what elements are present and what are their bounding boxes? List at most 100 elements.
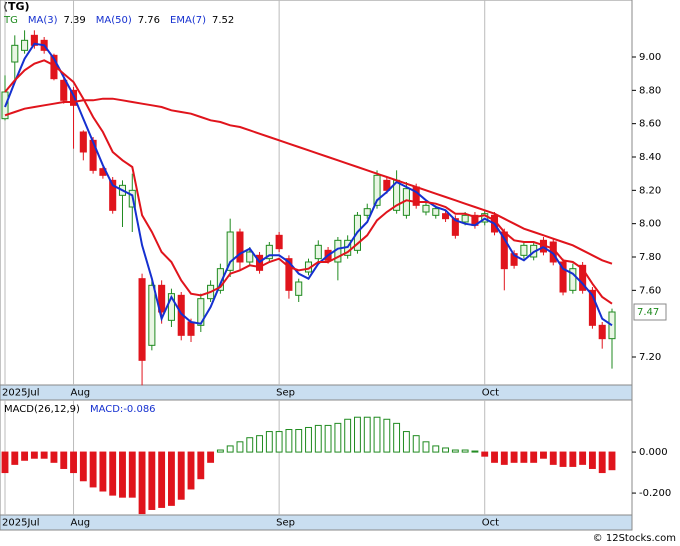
y-tick-label: 7.80	[639, 252, 661, 263]
macd-bar	[265, 431, 273, 453]
y-tick-label: 8.20	[639, 185, 661, 196]
macd-bar	[70, 451, 77, 474]
x-tick-label: Oct	[482, 388, 499, 399]
macd-bar	[216, 449, 224, 453]
candle-body	[314, 244, 322, 260]
macd-bar	[197, 451, 205, 480]
macd-bar	[393, 422, 401, 453]
macd-bar	[363, 416, 371, 453]
macd-bar	[510, 451, 518, 463]
candle-body	[285, 258, 293, 291]
macd-bar	[412, 435, 420, 453]
candle-body	[187, 321, 195, 336]
candle-body	[21, 39, 29, 51]
macd-bar	[422, 441, 430, 453]
macd-bar	[402, 431, 410, 453]
legend-ticker: TG	[3, 15, 18, 26]
legend-name: MA(50)	[96, 15, 132, 26]
macd-bar	[246, 437, 254, 453]
candle-body	[236, 231, 244, 263]
macd-bar	[60, 451, 68, 469]
macd-bar	[109, 451, 117, 496]
macd-bar	[373, 416, 381, 453]
macd-bar	[177, 451, 185, 500]
macd-bar	[579, 451, 587, 465]
macd-value: -0.086	[123, 404, 155, 415]
candle-body	[608, 311, 616, 340]
macd-bar	[481, 451, 489, 457]
candle-body	[11, 44, 19, 63]
macd-bar	[471, 450, 479, 453]
macd-bar	[500, 451, 508, 465]
macd-bar	[40, 451, 48, 459]
macd-bar	[588, 451, 596, 469]
candle-body	[197, 298, 205, 326]
footer: © 12Stocks.com	[593, 533, 676, 544]
candle-body	[158, 284, 166, 313]
candle-body	[432, 208, 440, 216]
x-tick-label: Sep	[276, 518, 295, 529]
macd-bar	[275, 431, 283, 453]
x-tick-label: Sep	[276, 388, 295, 399]
candle-body	[579, 264, 587, 291]
macd-bar	[442, 447, 450, 453]
legend-value: 7.39	[64, 15, 86, 26]
macd-bar	[236, 441, 244, 453]
x-axis-strip	[0, 384, 633, 401]
legend-value: 7.76	[138, 15, 160, 26]
macd-bar	[540, 451, 547, 459]
macd-title: MACD(26,12,9)	[4, 404, 80, 415]
macd-bar	[30, 451, 38, 459]
y-tick-label: 8.00	[639, 219, 661, 230]
candle-body	[373, 174, 381, 206]
macd-bar	[167, 451, 175, 506]
legend-name: MA(3)	[28, 15, 58, 26]
candle-body	[520, 244, 528, 256]
macd-bar	[148, 451, 156, 510]
y-tick-label: 8.80	[639, 85, 661, 96]
ma-line	[4, 97, 613, 265]
candle-body	[461, 214, 469, 223]
macd-bar	[530, 451, 538, 463]
macd-bar	[608, 451, 616, 471]
candle-body	[275, 234, 283, 250]
candle-body	[138, 278, 146, 361]
candle-body	[60, 79, 68, 101]
price-panel	[0, 0, 633, 386]
candle-body	[246, 251, 254, 263]
price-tag	[633, 303, 667, 321]
x-tick-label: Oct	[482, 518, 499, 529]
macd-bar	[128, 451, 136, 498]
macd-bar	[119, 451, 126, 498]
candle-body	[588, 289, 596, 326]
candle-body	[569, 268, 577, 291]
candle-body	[109, 179, 117, 211]
macd-bar	[432, 445, 440, 453]
y-tick-label: -0.200	[639, 488, 671, 499]
x-tick-label: Aug	[71, 518, 91, 529]
macd-bar	[451, 449, 459, 453]
macd-bar	[79, 451, 87, 482]
macd-value-name: MACD:	[90, 404, 123, 415]
macd-bar	[344, 418, 352, 453]
macd-bar	[89, 451, 97, 488]
x-tick-label: Aug	[71, 388, 91, 399]
y-tick-label: 0.000	[639, 447, 668, 458]
x-tick-label: 2025Jul	[2, 518, 40, 529]
candle-body	[148, 284, 156, 346]
macd-bar	[305, 426, 312, 453]
candle-body	[226, 231, 234, 271]
macd-bar	[187, 451, 195, 490]
x-axis-strip	[0, 514, 633, 531]
candle-body	[383, 179, 391, 191]
macd-bar	[549, 451, 557, 465]
macd-bar	[334, 422, 342, 453]
chart-title: (TG)	[3, 0, 30, 13]
candle-body	[167, 293, 175, 321]
legend-name: EMA(7)	[170, 15, 206, 26]
candle-body	[442, 213, 450, 220]
candle-body	[451, 218, 459, 236]
macd-bar	[314, 424, 322, 453]
macd-bar	[158, 451, 166, 508]
candle-body	[216, 268, 224, 291]
